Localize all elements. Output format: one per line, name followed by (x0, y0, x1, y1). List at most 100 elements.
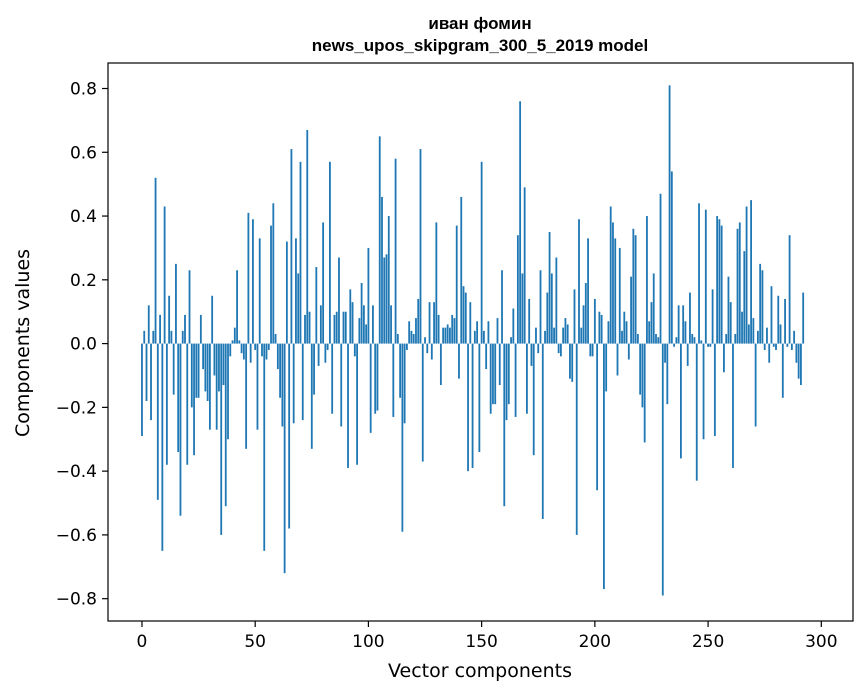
bar-85 (333, 314, 336, 344)
bar-211 (618, 247, 621, 344)
bar-108 (385, 254, 388, 344)
bar-172 (530, 343, 533, 366)
bar-232 (666, 343, 669, 405)
bar-43 (238, 340, 241, 344)
bar-94 (353, 343, 356, 357)
bar-76 (313, 343, 315, 395)
bar-165 (514, 343, 517, 417)
bar-34 (218, 343, 220, 392)
bar-179 (546, 292, 549, 344)
bar-6 (154, 177, 157, 344)
bar-258 (725, 334, 728, 344)
bar-217 (632, 228, 635, 344)
bar-184 (557, 343, 560, 354)
bar-45 (242, 343, 245, 360)
bar-53 (261, 343, 263, 357)
bar-234 (670, 171, 673, 344)
bar-143 (464, 292, 467, 344)
bar-243 (691, 334, 694, 344)
bar-196 (584, 283, 587, 344)
bar-200 (593, 298, 596, 344)
bar-145 (469, 302, 472, 344)
bar-26 (199, 314, 202, 344)
bar-226 (652, 273, 655, 344)
bar-8 (159, 314, 161, 344)
y-tick-label: 0.2 (70, 271, 97, 291)
bar-24 (195, 343, 198, 398)
bar-154 (489, 343, 492, 414)
bar-72 (304, 314, 306, 344)
bar-291 (800, 343, 802, 386)
bar-73 (306, 129, 309, 344)
bar-115 (401, 343, 404, 532)
bar-52 (258, 238, 261, 344)
bar-182 (553, 327, 555, 344)
bar-100 (367, 247, 370, 344)
bar-99 (365, 324, 368, 344)
bar-162 (507, 343, 510, 405)
bar-141 (460, 196, 463, 344)
bar-256 (720, 225, 723, 344)
bar-225 (650, 302, 653, 344)
bar-231 (664, 343, 666, 363)
bar-106 (381, 196, 383, 344)
bar-67 (292, 343, 295, 424)
bar-133 (442, 327, 445, 344)
bar-236 (675, 337, 678, 344)
y-tick-label: −0.4 (56, 462, 97, 482)
bar-192 (575, 343, 578, 535)
bar-207 (609, 206, 612, 344)
bar-229 (659, 193, 662, 344)
bar-74 (308, 311, 311, 344)
bar-288 (793, 330, 796, 344)
bar-152 (485, 343, 488, 370)
bars-group (141, 85, 805, 596)
bar-139 (455, 225, 458, 344)
bar-264 (738, 222, 741, 344)
y-tick-label: 0.6 (70, 143, 97, 163)
bar-222 (643, 343, 646, 443)
y-tick-label: −0.8 (56, 590, 97, 610)
bar-124 (421, 343, 424, 462)
bar-28 (204, 343, 207, 392)
bar-204 (603, 343, 605, 590)
bar-266 (743, 251, 746, 344)
bar-212 (621, 330, 623, 344)
bar-286 (788, 235, 791, 344)
bar-0 (141, 343, 143, 437)
bar-178 (544, 330, 546, 344)
bar-111 (392, 343, 395, 417)
bar-107 (383, 257, 386, 344)
bar-144 (467, 343, 469, 472)
bar-279 (772, 343, 775, 347)
bar-96 (358, 318, 361, 344)
bar-81 (324, 343, 327, 363)
bar-219 (636, 334, 639, 344)
bar-68 (295, 238, 297, 344)
bar-248 (702, 343, 705, 440)
bar-268 (747, 324, 750, 344)
bar-119 (410, 330, 413, 344)
bar-22 (190, 343, 193, 408)
bar-105 (378, 136, 381, 344)
x-axis-label: Vector components (388, 660, 572, 682)
bar-224 (648, 321, 651, 344)
bar-289 (795, 343, 798, 363)
bar-205 (605, 343, 608, 392)
bar-276 (766, 327, 768, 344)
bar-267 (745, 206, 748, 344)
bar-88 (340, 343, 343, 427)
bar-121 (415, 318, 417, 344)
bar-30 (208, 343, 211, 430)
bar-157 (496, 318, 499, 344)
bar-84 (331, 343, 334, 414)
bar-89 (342, 311, 345, 344)
bar-104 (376, 343, 379, 411)
bar-280 (775, 343, 777, 350)
bar-57 (270, 225, 272, 344)
bar-132 (439, 343, 442, 386)
bar-206 (607, 321, 610, 344)
bar-103 (374, 343, 377, 414)
bar-161 (505, 343, 508, 421)
bar-82 (326, 343, 329, 350)
